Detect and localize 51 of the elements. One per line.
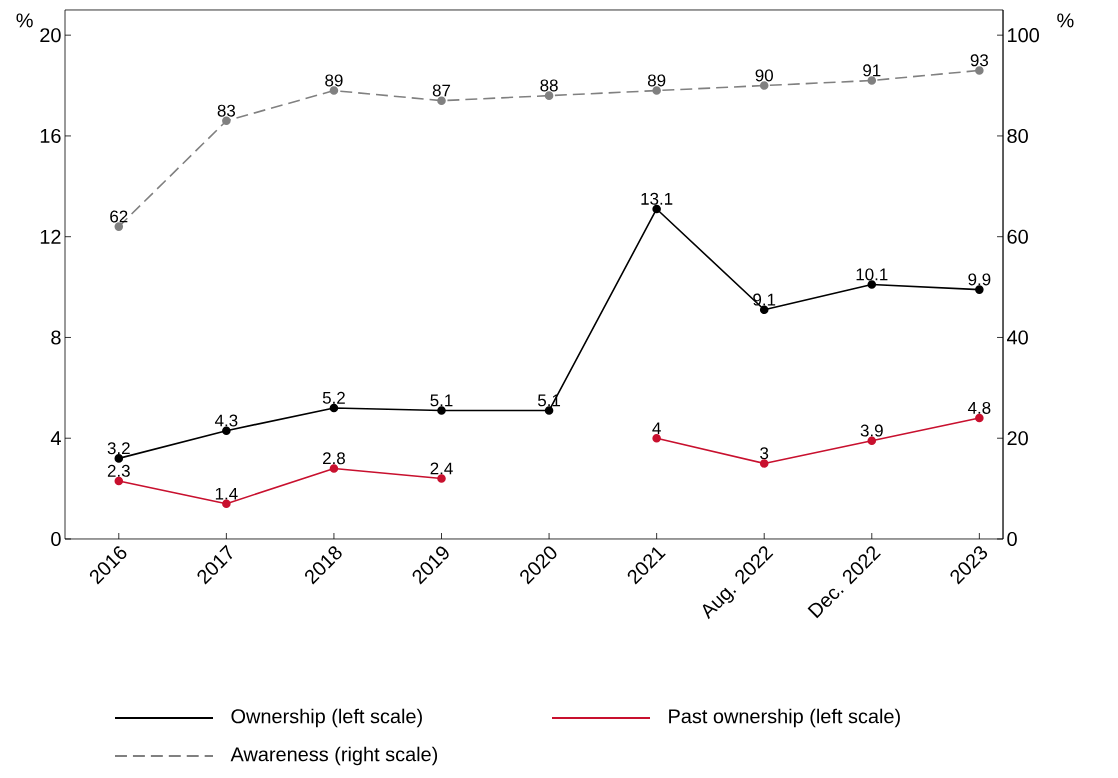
y-tick-label: 8 bbox=[51, 330, 61, 345]
data-label: 9.1 bbox=[753, 293, 776, 306]
y2-tick-label: 20 bbox=[1007, 431, 1028, 446]
data-label: 5.2 bbox=[322, 391, 345, 404]
data-label: 2.4 bbox=[430, 462, 453, 475]
point bbox=[975, 413, 984, 423]
y-tick-label: 20 bbox=[40, 28, 61, 43]
data-label: 3 bbox=[760, 447, 769, 460]
data-label: 91 bbox=[863, 64, 881, 77]
data-label: 89 bbox=[647, 74, 666, 87]
point bbox=[114, 476, 124, 486]
point bbox=[759, 459, 769, 468]
y2-tick-label: 60 bbox=[1007, 229, 1028, 244]
point bbox=[329, 403, 339, 413]
point bbox=[652, 433, 661, 443]
data-label: 5.1 bbox=[430, 394, 453, 407]
data-label: 87 bbox=[432, 84, 451, 97]
y-tick-label: 0 bbox=[51, 531, 61, 547]
data-label: 2.8 bbox=[323, 452, 345, 465]
point bbox=[222, 116, 231, 126]
data-label: 93 bbox=[970, 54, 989, 67]
y-axis-title: % bbox=[16, 13, 33, 28]
data-label: 3.2 bbox=[107, 442, 130, 455]
legend-label: Past ownership (left scale) bbox=[669, 708, 900, 728]
data-label: 13.1 bbox=[641, 192, 673, 205]
legend-label: Ownership (left scale) bbox=[231, 708, 422, 728]
data-label: 2.3 bbox=[107, 464, 130, 477]
data-label: 83 bbox=[217, 104, 236, 117]
y2-tick-label: 40 bbox=[1006, 330, 1028, 345]
y2-axis-title: % bbox=[1057, 13, 1074, 28]
y2-tick-label: 0 bbox=[1007, 531, 1017, 547]
point bbox=[652, 204, 661, 214]
y2-tick-label: 80 bbox=[1007, 128, 1028, 143]
data-label: 10.1 bbox=[856, 268, 888, 281]
point bbox=[867, 436, 877, 446]
y-tick-label: 12 bbox=[40, 229, 61, 244]
data-label: 88 bbox=[540, 79, 558, 92]
y-tick-label: 16 bbox=[40, 128, 61, 143]
data-label: 89 bbox=[325, 74, 343, 87]
data-label: 3.9 bbox=[860, 424, 883, 437]
point bbox=[759, 305, 769, 315]
data-label: 90 bbox=[755, 69, 773, 82]
data-label: 4.3 bbox=[214, 414, 238, 427]
y-tick-label: 4 bbox=[50, 431, 61, 446]
data-label: 62 bbox=[110, 210, 128, 223]
data-label: 9.9 bbox=[968, 273, 991, 286]
data-label: 4 bbox=[652, 422, 661, 435]
legend-label: Awareness (right scale) bbox=[230, 746, 438, 766]
y2-tick-label: 100 bbox=[1008, 28, 1039, 43]
data-label: 1.4 bbox=[215, 487, 238, 500]
data-label: 4.8 bbox=[967, 401, 991, 414]
